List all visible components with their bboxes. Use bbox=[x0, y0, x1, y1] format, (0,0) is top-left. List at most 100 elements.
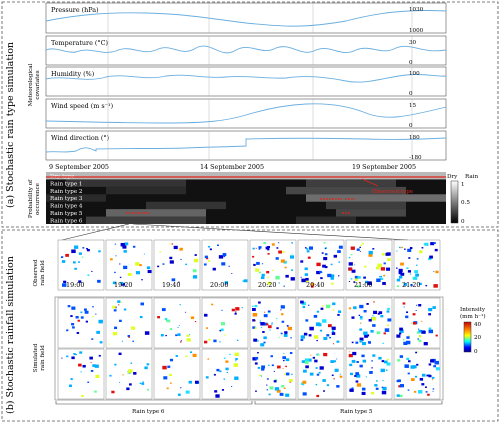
rain-cell bbox=[416, 331, 420, 334]
rain-cell bbox=[334, 368, 339, 372]
rain-cell bbox=[179, 304, 181, 306]
colorbar-dry-label: Dry bbox=[447, 174, 458, 180]
rain-cell bbox=[276, 389, 281, 393]
rain-cell bbox=[421, 320, 423, 322]
rain-cell bbox=[424, 386, 427, 388]
rain-cell bbox=[359, 251, 361, 252]
rain-cell bbox=[350, 262, 353, 264]
rain-cell bbox=[422, 330, 426, 334]
rain-cell bbox=[432, 306, 436, 309]
rain-cell bbox=[142, 381, 144, 383]
rain-cell bbox=[146, 363, 150, 366]
rain-cell bbox=[407, 248, 412, 252]
rain-cell bbox=[80, 311, 83, 314]
rain-type-label-5: Rain type 5 bbox=[50, 211, 83, 217]
time-label-7: 21:00 bbox=[354, 281, 372, 289]
simulated-label-1: Simulated bbox=[33, 343, 39, 372]
simulated-group-frame bbox=[54, 296, 444, 401]
rain-cell bbox=[241, 307, 243, 309]
prob-label-2: occurrence bbox=[35, 182, 41, 215]
rain-cell bbox=[425, 391, 428, 393]
rain-cell bbox=[432, 390, 434, 392]
rain-cell bbox=[179, 341, 182, 343]
covariate-panel-1-tick-top: 1030 bbox=[409, 7, 424, 13]
rain-cell bbox=[242, 280, 245, 282]
rain-map-frame bbox=[297, 348, 345, 400]
rain-cell bbox=[320, 307, 324, 310]
rain-cell bbox=[372, 354, 376, 357]
rain-cell bbox=[413, 390, 417, 393]
rain-map-r3-c8 bbox=[393, 348, 441, 400]
rain-cell bbox=[300, 260, 304, 263]
rain-cell bbox=[429, 255, 433, 259]
heatmap-block-3 bbox=[306, 179, 396, 187]
rain-cell bbox=[180, 258, 182, 260]
rain-cell bbox=[271, 322, 273, 324]
rain-cell bbox=[386, 267, 391, 271]
rain-cell bbox=[144, 366, 148, 370]
rain-cell bbox=[359, 337, 364, 341]
covariates-label-2: covariates bbox=[35, 70, 41, 99]
rain-cell bbox=[165, 334, 167, 337]
rain-cell bbox=[261, 263, 264, 265]
rain-cell bbox=[327, 273, 332, 278]
rain-cell bbox=[414, 375, 418, 378]
rain-cell bbox=[92, 316, 94, 318]
rain-cell bbox=[291, 253, 293, 255]
covariate-panel-3-frame bbox=[45, 66, 447, 97]
rain-map-frame bbox=[201, 348, 249, 400]
rain-cell bbox=[403, 341, 408, 346]
rain-cell bbox=[406, 311, 409, 314]
rain-cell bbox=[71, 323, 75, 326]
rain-cell bbox=[405, 340, 411, 345]
rain-cell bbox=[83, 308, 87, 311]
rain-cell bbox=[423, 243, 427, 246]
rain-cell bbox=[330, 277, 334, 280]
rain-cell bbox=[204, 340, 208, 344]
rain-cell bbox=[178, 281, 180, 283]
rain-cell bbox=[304, 279, 309, 283]
rain-cell bbox=[194, 321, 197, 323]
intensity-colorbar bbox=[463, 321, 472, 353]
rain-cell bbox=[118, 352, 122, 356]
rain-cell bbox=[87, 381, 90, 383]
rain-cell bbox=[373, 301, 375, 303]
rain-cell bbox=[285, 358, 290, 362]
rain-cell bbox=[276, 327, 279, 330]
rain-cell bbox=[221, 262, 226, 266]
rain-cell bbox=[212, 267, 216, 271]
date-label-1: 9 September 2005 bbox=[49, 163, 109, 171]
covariate-panel-5: Wind direction (°) bbox=[45, 130, 447, 161]
rain-cell bbox=[162, 263, 165, 265]
rain-cell bbox=[383, 274, 386, 277]
rain-cell bbox=[262, 331, 265, 333]
rain-cell bbox=[80, 371, 82, 373]
rain-cell bbox=[119, 276, 122, 278]
rain-cell bbox=[190, 316, 195, 320]
rain-cell bbox=[208, 260, 211, 262]
rain-cell bbox=[412, 313, 416, 316]
rain-cell bbox=[314, 359, 318, 363]
covariate-panel-2-tick-bottom: 0 bbox=[409, 60, 413, 66]
rain-cell bbox=[84, 310, 89, 314]
rain-cell bbox=[328, 324, 332, 328]
rain-cell bbox=[255, 247, 257, 249]
rain-cell bbox=[114, 271, 116, 274]
rain-cell bbox=[386, 324, 389, 326]
rain-cell bbox=[82, 364, 86, 368]
rain-cell bbox=[434, 360, 439, 365]
rain-cell bbox=[252, 357, 257, 361]
rain-map-r1-c7: 21:00 bbox=[345, 239, 393, 291]
rain-cell bbox=[427, 393, 430, 396]
rain-cell bbox=[289, 255, 295, 259]
rain-cell bbox=[278, 282, 280, 284]
rain-cell bbox=[169, 256, 173, 260]
rain-cell bbox=[304, 247, 307, 249]
rain-cell bbox=[396, 394, 400, 397]
rain-cell bbox=[351, 316, 355, 319]
covariate-series-4 bbox=[45, 103, 447, 124]
rain-cell bbox=[430, 359, 435, 363]
rain-cell bbox=[330, 360, 334, 364]
rain-cell bbox=[399, 332, 402, 335]
rain-cell bbox=[415, 351, 418, 354]
